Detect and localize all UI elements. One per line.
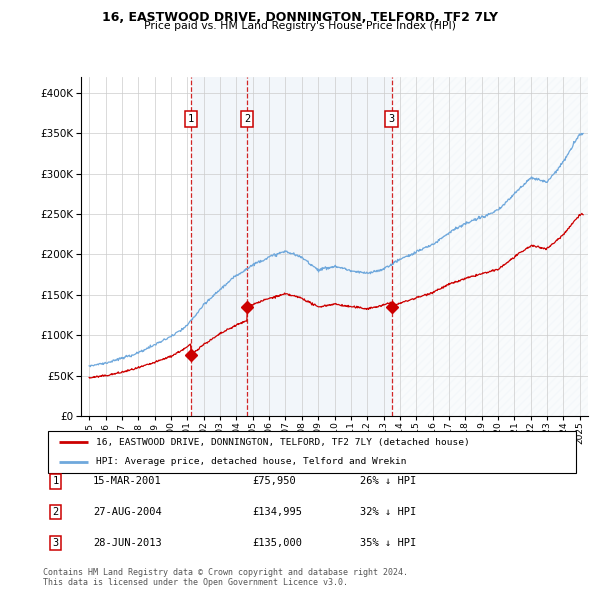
Text: 1: 1 xyxy=(53,477,59,486)
Text: 32% ↓ HPI: 32% ↓ HPI xyxy=(360,507,416,517)
Text: 3: 3 xyxy=(53,538,59,548)
FancyBboxPatch shape xyxy=(48,431,576,473)
Text: HPI: Average price, detached house, Telford and Wrekin: HPI: Average price, detached house, Telf… xyxy=(95,457,406,466)
Text: Price paid vs. HM Land Registry's House Price Index (HPI): Price paid vs. HM Land Registry's House … xyxy=(144,21,456,31)
Text: £134,995: £134,995 xyxy=(252,507,302,517)
Text: 35% ↓ HPI: 35% ↓ HPI xyxy=(360,538,416,548)
Text: 15-MAR-2001: 15-MAR-2001 xyxy=(93,477,162,486)
Text: Contains HM Land Registry data © Crown copyright and database right 2024.: Contains HM Land Registry data © Crown c… xyxy=(43,568,408,577)
Text: 16, EASTWOOD DRIVE, DONNINGTON, TELFORD, TF2 7LY: 16, EASTWOOD DRIVE, DONNINGTON, TELFORD,… xyxy=(102,11,498,24)
Text: This data is licensed under the Open Government Licence v3.0.: This data is licensed under the Open Gov… xyxy=(43,578,348,587)
Text: 1: 1 xyxy=(188,114,194,124)
Text: 16, EASTWOOD DRIVE, DONNINGTON, TELFORD, TF2 7LY (detached house): 16, EASTWOOD DRIVE, DONNINGTON, TELFORD,… xyxy=(95,438,469,447)
Text: £75,950: £75,950 xyxy=(252,477,296,486)
Text: 28-JUN-2013: 28-JUN-2013 xyxy=(93,538,162,548)
Text: 26% ↓ HPI: 26% ↓ HPI xyxy=(360,477,416,486)
Text: 3: 3 xyxy=(388,114,395,124)
Text: 2: 2 xyxy=(53,507,59,517)
Bar xyxy=(392,77,588,416)
Text: £135,000: £135,000 xyxy=(252,538,302,548)
Text: 2: 2 xyxy=(244,114,250,124)
Bar xyxy=(247,77,392,416)
Text: 27-AUG-2004: 27-AUG-2004 xyxy=(93,507,162,517)
Bar xyxy=(191,77,247,416)
